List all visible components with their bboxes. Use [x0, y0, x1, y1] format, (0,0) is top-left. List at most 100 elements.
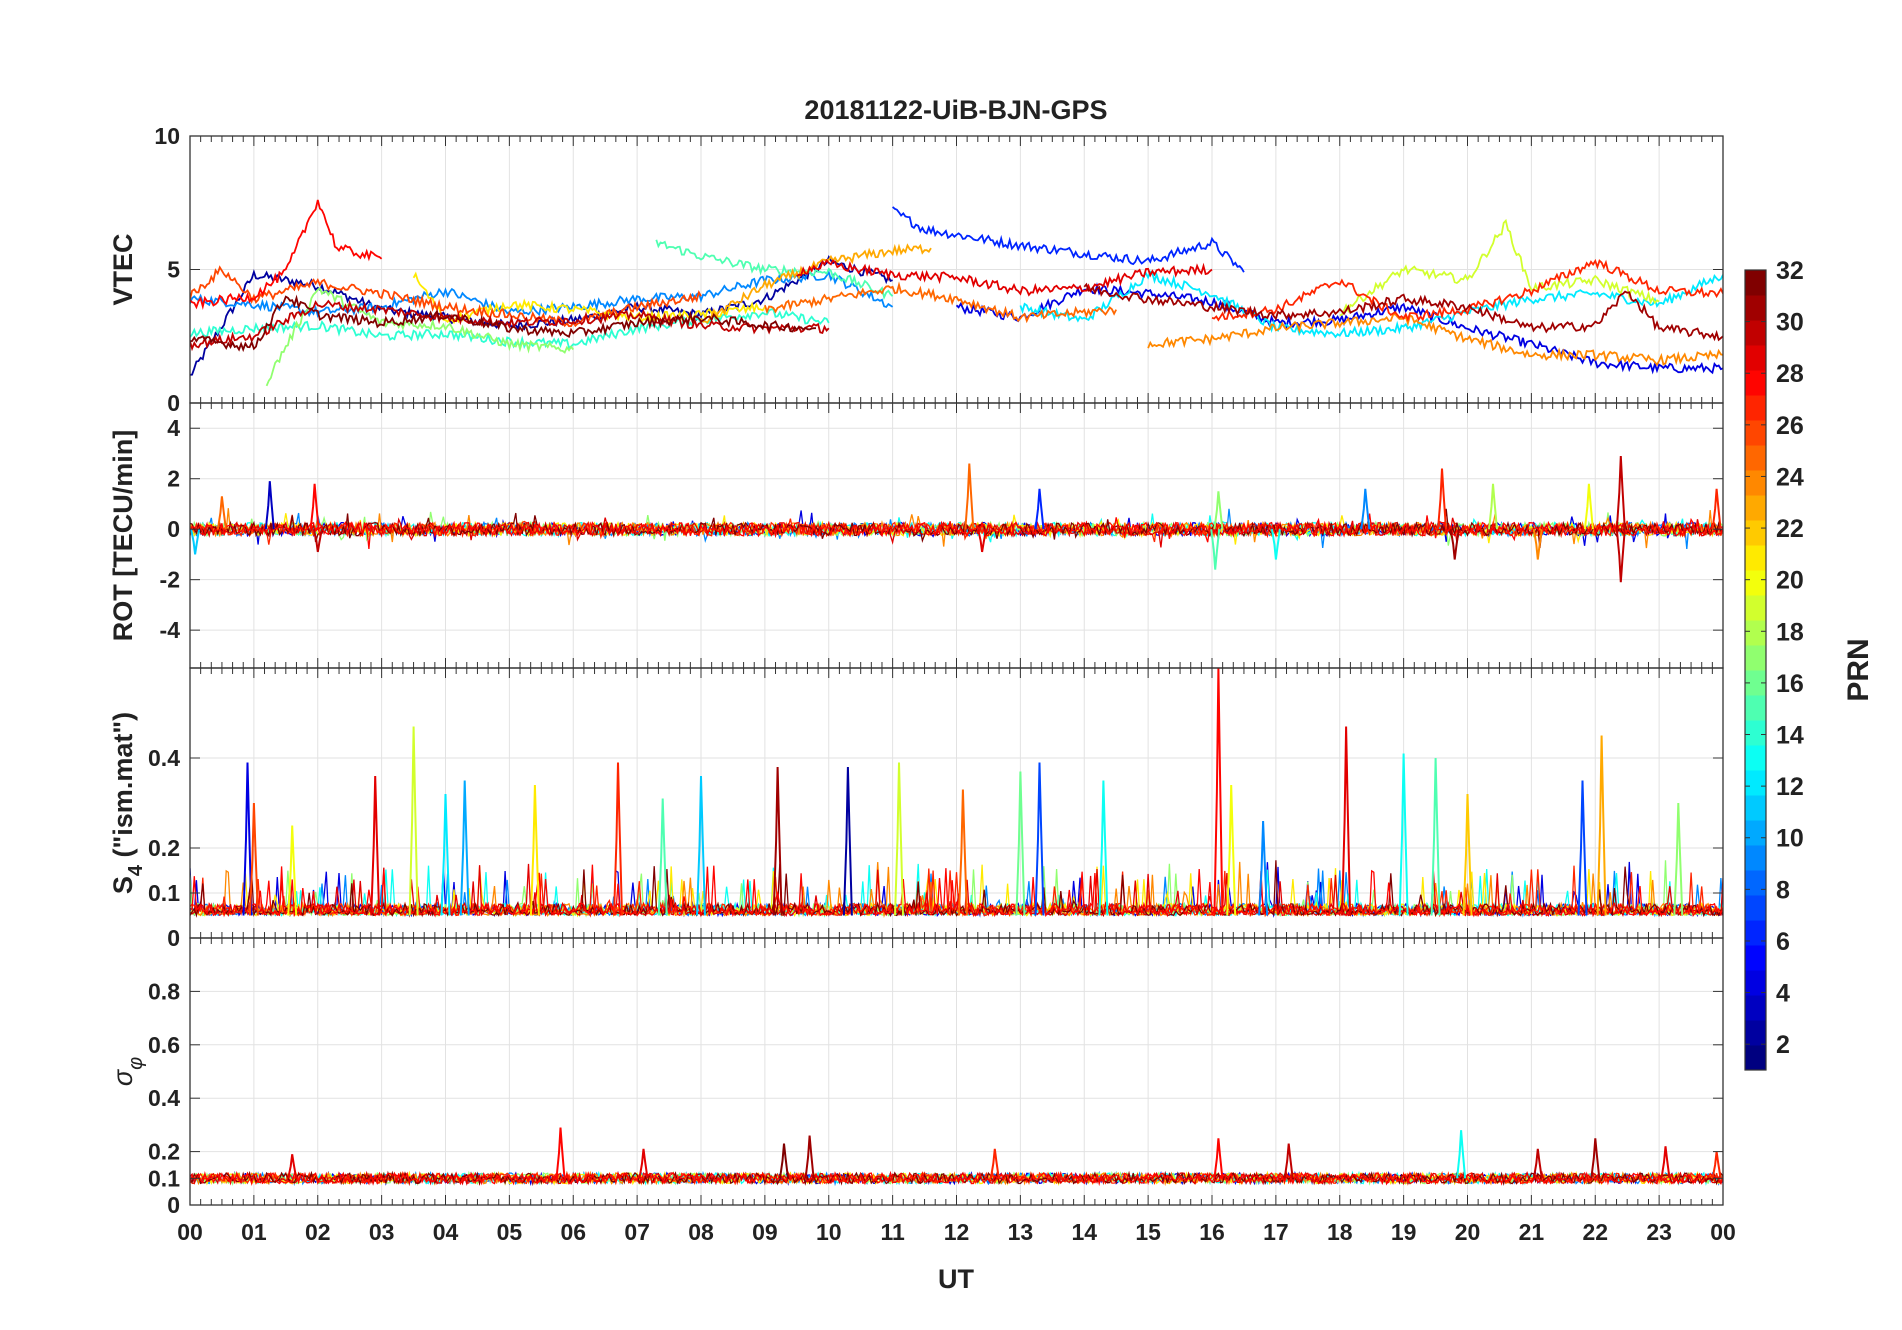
x-tick-label: 19 [1391, 1219, 1417, 1245]
colorbar-segment [1745, 945, 1766, 971]
colorbar-segment [1745, 745, 1766, 771]
spike-prn-19 [408, 726, 419, 916]
colorbar-tick-label: 28 [1776, 360, 1804, 388]
colorbar-segment [1745, 495, 1766, 521]
spike-prn-20 [1583, 483, 1594, 530]
y-tick-label-s4: 0.4 [148, 745, 180, 771]
colorbar-segment [1745, 270, 1766, 296]
colorbar-segment [1745, 770, 1766, 796]
spike-prn-31 [1449, 529, 1460, 560]
colorbar-tick-label: 26 [1776, 412, 1804, 440]
colorbar-segment [1745, 920, 1766, 946]
series-line-prn-23 [700, 243, 932, 324]
colorbar-tick-label: 24 [1776, 463, 1804, 491]
spike-prn-9 [1258, 820, 1269, 916]
x-tick-label: 18 [1327, 1219, 1353, 1245]
spike-prn-29 [1660, 1146, 1671, 1179]
colorbar-tick-label: 12 [1776, 773, 1804, 801]
data-sigma-phi [190, 1127, 1723, 1187]
spike-prn-28 [555, 1127, 566, 1179]
spike-prn-31 [772, 766, 783, 916]
spike-prn-29 [1341, 726, 1352, 916]
spike-prn-19 [894, 762, 904, 916]
spike-prn-30 [1532, 1148, 1543, 1179]
series-line-prn-29 [796, 258, 1213, 297]
colorbar-segment [1745, 570, 1766, 596]
y-tick-label-s4: 0.1 [148, 880, 180, 906]
colorbar-segment [1745, 545, 1766, 571]
y-axis-label-main: S [108, 876, 138, 894]
spike-prn-27 [1711, 488, 1722, 530]
colorbar-segment [1745, 670, 1766, 696]
spike-prn-25 [957, 789, 968, 916]
y-tick-label-rot: 0 [167, 516, 180, 542]
spike-prn-31 [804, 1135, 815, 1179]
spike-prn-11 [696, 775, 706, 916]
series-line-prn-19 [1339, 218, 1660, 317]
spike-prn-20 [1226, 784, 1237, 916]
spike-prn-30 [1615, 455, 1626, 530]
spike-prn-13 [1270, 529, 1281, 560]
x-tick-label: 23 [1646, 1219, 1672, 1245]
x-axis-label: UT [938, 1264, 974, 1294]
spike-prn-13 [1098, 780, 1109, 916]
x-tick-label: 03 [369, 1219, 395, 1245]
colorbar-segment [1745, 870, 1766, 896]
spike-prn-15 [657, 798, 668, 916]
spike-prn-20 [287, 825, 298, 916]
x-tick-label: 15 [1135, 1219, 1161, 1245]
x-tick-label: 13 [1008, 1219, 1034, 1245]
spike-prn-29 [638, 1148, 649, 1179]
colorbar-segment [1745, 845, 1766, 871]
spike-prn-25 [964, 463, 975, 530]
series-line-prn-27 [1211, 258, 1723, 322]
y-axis-label-sub: φ [125, 1057, 147, 1070]
series-line-prn-6 [892, 206, 1245, 273]
colorbar-segment [1745, 320, 1766, 346]
colorbar-segment [1745, 895, 1766, 921]
y-tick-label-sigma-phi: 0 [167, 1192, 180, 1218]
y-tick-label-s4: 0.2 [148, 835, 180, 861]
series-line-prn-21 [412, 271, 766, 325]
noise-trace-prn-32 [190, 860, 1723, 918]
y-tick-label-sigma-phi: 0.8 [148, 978, 180, 1004]
x-tick-label: 12 [944, 1219, 970, 1245]
x-tick-label: 08 [688, 1219, 714, 1245]
y-tick-label-vtec: 0 [167, 390, 180, 416]
colorbar-tick-label: 8 [1776, 876, 1790, 904]
spike-prn-18 [1488, 483, 1498, 530]
colorbar-tick-label: 16 [1776, 670, 1804, 698]
y-axis-label-main: σ [108, 1068, 138, 1086]
grid-sigma-phi [190, 938, 1723, 1205]
spike-prn-30 [312, 528, 323, 553]
colorbar-tick-label: 4 [1776, 980, 1790, 1008]
colorbar-segment [1745, 720, 1766, 746]
spike-prn-15 [1430, 757, 1441, 916]
x-tick-label: 22 [1582, 1219, 1608, 1245]
colorbar-segment [1745, 470, 1766, 496]
colorbar-segment [1745, 1020, 1766, 1046]
spike-prn-31 [1590, 1138, 1601, 1179]
y-tick-label-sigma-phi: 0.1 [148, 1165, 180, 1191]
series-line-prn-25 [764, 281, 1118, 324]
colorbar-segment [1745, 345, 1766, 371]
spike-prn-2 [842, 766, 853, 916]
noise-trace-prn-29 [190, 863, 1723, 918]
y-tick-label-sigma-phi: 0.2 [148, 1139, 180, 1165]
x-tick-label: 16 [1199, 1219, 1225, 1245]
spike-prn-3 [264, 481, 275, 530]
ticks-vtec: 0 5 10 [154, 123, 1724, 416]
x-tick-label: 07 [624, 1219, 650, 1245]
spike-prn-7 [1577, 780, 1588, 916]
y-axis-label-vtec: VTEC [108, 233, 138, 305]
grid-s4 [190, 668, 1723, 938]
colorbar-segment [1745, 695, 1766, 721]
x-tick-label: 05 [497, 1219, 523, 1245]
noise-trace-prn-27 [190, 865, 1723, 918]
noise-trace-prn-29 [190, 517, 1723, 548]
spike-prn-10 [459, 780, 470, 916]
colorbar-tick-label: 32 [1776, 257, 1804, 285]
x-tick-label: 10 [816, 1219, 842, 1245]
spike-prn-17 [1213, 491, 1224, 530]
spike-prn-22 [1462, 793, 1473, 916]
